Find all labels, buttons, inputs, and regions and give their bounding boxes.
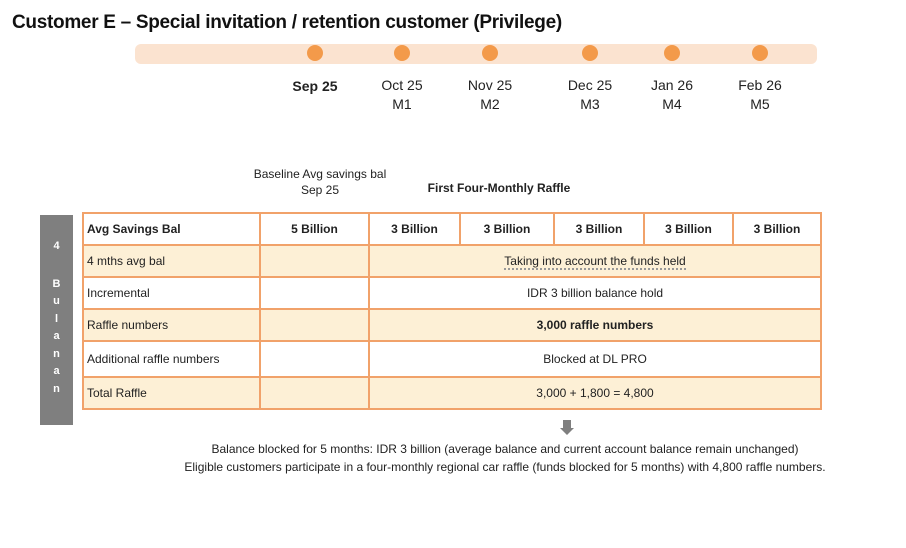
row-value: Blocked at DL PRO: [368, 340, 822, 378]
row-value: IDR 3 billion balance hold: [368, 276, 822, 310]
month-code: M1: [392, 96, 412, 112]
month-label: Sep 25: [292, 78, 338, 94]
timeline-dot: [664, 45, 680, 61]
table-row: Additional raffle numbers Blocked at DL P…: [82, 340, 822, 378]
row-label: 4 mths avg bal: [82, 244, 261, 278]
row-label: Total Raffle: [82, 376, 261, 410]
timeline-dot: [394, 45, 410, 61]
timeline-label: Dec 25 M3: [550, 76, 630, 114]
row-label: Avg Savings Bal: [82, 212, 261, 246]
side-letter: a: [53, 330, 60, 342]
month-cell: 3 Billion: [553, 212, 645, 246]
month-label: Dec 25: [567, 77, 613, 93]
timeline-label: Oct 25 M1: [362, 76, 442, 114]
row-label: Additional raffle numbers: [82, 340, 261, 378]
month-cell: 3 Billion: [368, 212, 461, 246]
note-line: Balance blocked for 5 months: IDR 3 bill…: [211, 442, 799, 456]
side-letter: u: [53, 295, 60, 307]
side-letter: n: [53, 382, 60, 395]
side-letter: l: [54, 312, 59, 325]
timeline-label: Sep 25: [275, 77, 355, 96]
timeline-dot: [307, 45, 323, 61]
month-label: Nov 25: [467, 77, 513, 93]
row-label: Incremental: [82, 276, 261, 310]
month-code: M3: [580, 96, 600, 112]
month-label: Jan 26: [650, 77, 694, 93]
month-label: Oct 25: [381, 77, 423, 93]
timeline-dot: [482, 45, 498, 61]
timeline-dot: [752, 45, 768, 61]
side-letter: a: [53, 365, 60, 377]
side-letter: n: [53, 347, 60, 360]
timeline-dot: [582, 45, 598, 61]
table-row: 4 mths avg bal Taking into account the fu…: [82, 244, 822, 278]
row-value: Taking into account the funds held: [504, 254, 686, 270]
table-row: Raffle numbers 3,000 raffle numbers: [82, 308, 822, 342]
timeline-label: Nov 25 M2: [450, 76, 530, 114]
month-cell: 3 Billion: [732, 212, 822, 246]
table-row: Incremental IDR 3 billion balance hold: [82, 276, 822, 310]
month-code: M4: [662, 96, 682, 112]
row-value: 3,000 raffle numbers: [368, 308, 822, 342]
timeline-label: Jan 26 M4: [632, 76, 712, 114]
row-label: Raffle numbers: [82, 308, 261, 342]
raffle-table: Avg Savings Bal 5 Billion 3 Billion 3 Bi…: [82, 212, 822, 410]
baseline-header: Baseline Avg savings bal Sep 25: [253, 167, 387, 197]
arrow-down-icon: [560, 420, 574, 435]
timeline-label: Feb 26 M5: [720, 76, 800, 114]
baseline-cell: 5 Billion: [259, 212, 370, 246]
month-label: Feb 26: [738, 77, 782, 93]
side-letter: 4: [53, 240, 60, 252]
month-cell: 3 Billion: [643, 212, 734, 246]
page-title: Customer E – Special invitation / retent…: [12, 12, 562, 33]
side-letter: B: [52, 277, 61, 290]
timeline-bar: [135, 44, 817, 64]
month-code: M2: [480, 96, 500, 112]
month-code: M5: [750, 96, 770, 112]
table-row: Total Raffle 3,000 + 1,800 = 4,800: [82, 376, 822, 410]
raffle-header: First Four-Monthly Raffle: [427, 181, 571, 195]
table-row: Avg Savings Bal 5 Billion 3 Billion 3 Bi…: [82, 212, 822, 246]
month-cell: 3 Billion: [459, 212, 555, 246]
note-line: Eligible customers participate in a four…: [184, 460, 826, 474]
row-value: 3,000 + 1,800 = 4,800: [368, 376, 822, 410]
notes: Balance blocked for 5 months: IDR 3 bill…: [160, 440, 850, 476]
